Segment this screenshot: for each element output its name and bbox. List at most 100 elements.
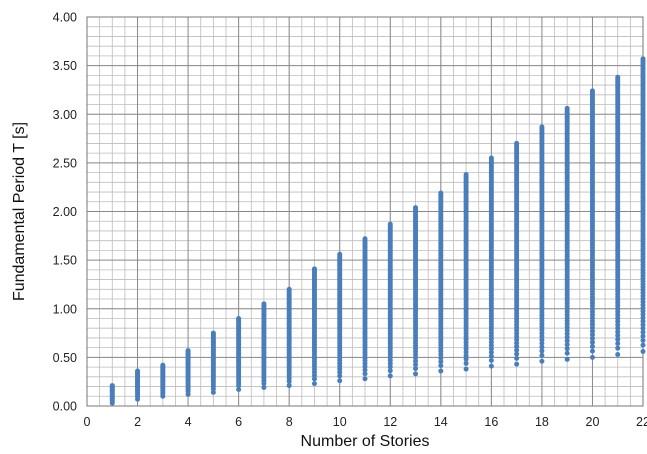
data-point <box>514 347 520 353</box>
x-tick-label: 12 <box>383 415 397 429</box>
data-point <box>640 322 646 328</box>
x-tick-label: 8 <box>286 415 293 429</box>
y-tick-label: 0.50 <box>53 351 77 365</box>
data-point <box>539 348 545 354</box>
data-point <box>589 328 595 334</box>
data-point <box>311 381 317 387</box>
x-tick-label: 16 <box>484 415 498 429</box>
data-point <box>640 337 646 343</box>
data-point <box>640 325 646 331</box>
data-point <box>387 373 393 379</box>
x-tick-label: 20 <box>586 415 600 429</box>
data-point <box>564 338 570 344</box>
x-tick-label: 22 <box>636 415 647 429</box>
data-point <box>311 376 317 382</box>
data-point <box>463 172 469 178</box>
data-point <box>514 351 520 357</box>
data-point <box>539 358 545 364</box>
data-point <box>514 344 520 350</box>
data-point <box>615 325 621 331</box>
data-point <box>564 334 570 340</box>
data-point <box>488 349 494 355</box>
data-point <box>615 74 621 80</box>
data-point <box>413 205 419 211</box>
data-point <box>514 361 520 367</box>
data-point <box>539 340 545 346</box>
data-point <box>615 351 621 357</box>
data-point <box>413 362 419 368</box>
data-point <box>236 386 242 392</box>
data-point <box>135 368 141 374</box>
data-point <box>615 345 621 351</box>
data-point <box>337 373 343 379</box>
data-point <box>210 330 216 336</box>
data-point <box>589 348 595 354</box>
data-point <box>261 301 267 307</box>
x-tick-label: 6 <box>235 415 242 429</box>
data-point <box>463 366 469 372</box>
x-tick-label: 4 <box>185 415 192 429</box>
data-point <box>488 353 494 359</box>
data-point <box>589 339 595 345</box>
data-point <box>640 56 646 62</box>
data-points <box>109 56 646 406</box>
x-tick-labels: 0 2 4 6 8 10 12 14 16 18 20 22 <box>84 415 647 429</box>
data-point <box>160 362 166 368</box>
data-point <box>488 155 494 161</box>
data-point <box>539 124 545 130</box>
x-axis-title: Number of Stories <box>301 433 430 450</box>
y-tick-label: 2.00 <box>53 205 77 219</box>
y-tick-labels: 0.00 0.50 1.00 1.50 2.00 2.50 3.00 3.50 4.00 <box>53 11 77 414</box>
data-point <box>615 329 621 335</box>
y-tick-label: 0.00 <box>53 400 77 414</box>
data-point <box>311 266 317 272</box>
data-point <box>438 190 444 196</box>
data-point <box>387 364 393 370</box>
data-point <box>564 350 570 356</box>
data-point <box>362 376 368 382</box>
data-point <box>564 105 570 111</box>
data-point <box>109 383 115 389</box>
data-point <box>640 329 646 335</box>
data-point <box>564 346 570 352</box>
data-point <box>463 360 469 366</box>
y-tick-label: 3.50 <box>53 59 77 73</box>
y-axis-title: Fundamental Period T [s] <box>11 122 28 301</box>
data-point <box>387 221 393 227</box>
data-point <box>438 368 444 374</box>
data-point <box>514 355 520 361</box>
data-point <box>438 363 444 369</box>
data-point <box>589 332 595 338</box>
data-point <box>286 383 292 389</box>
data-point <box>564 356 570 362</box>
data-point <box>185 348 191 354</box>
data-point <box>640 349 646 355</box>
data-point <box>564 342 570 348</box>
x-tick-label: 0 <box>84 415 91 429</box>
data-point <box>615 341 621 347</box>
data-point <box>488 357 494 363</box>
data-point <box>463 356 469 362</box>
x-tick-label: 14 <box>434 415 448 429</box>
data-point <box>463 353 469 359</box>
data-point <box>488 363 494 369</box>
data-point <box>236 315 242 321</box>
data-point <box>362 371 368 377</box>
data-point <box>640 333 646 339</box>
data-point <box>261 385 267 391</box>
y-tick-label: 1.00 <box>53 302 77 316</box>
data-point <box>286 286 292 292</box>
data-point <box>362 236 368 242</box>
x-tick-label: 2 <box>134 415 141 429</box>
data-point <box>589 354 595 360</box>
data-point <box>589 88 595 94</box>
data-point <box>539 352 545 358</box>
data-point <box>514 140 520 146</box>
data-point <box>438 359 444 365</box>
data-point <box>589 335 595 341</box>
x-tick-label: 18 <box>535 415 549 429</box>
data-point <box>640 318 646 324</box>
y-tick-label: 4.00 <box>53 11 77 25</box>
